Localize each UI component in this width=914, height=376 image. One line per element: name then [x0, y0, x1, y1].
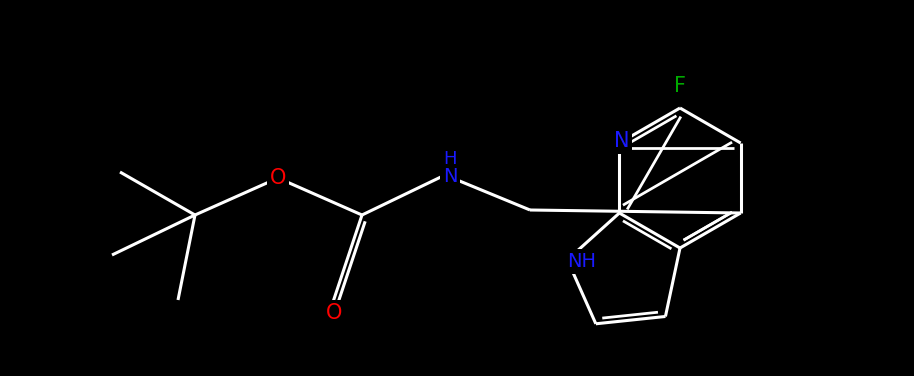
- Text: H: H: [443, 150, 457, 168]
- Text: N: N: [442, 167, 457, 185]
- Text: NH: NH: [567, 252, 596, 271]
- Text: O: O: [325, 303, 342, 323]
- Text: F: F: [674, 76, 686, 96]
- Text: N: N: [613, 131, 629, 151]
- Text: O: O: [270, 168, 286, 188]
